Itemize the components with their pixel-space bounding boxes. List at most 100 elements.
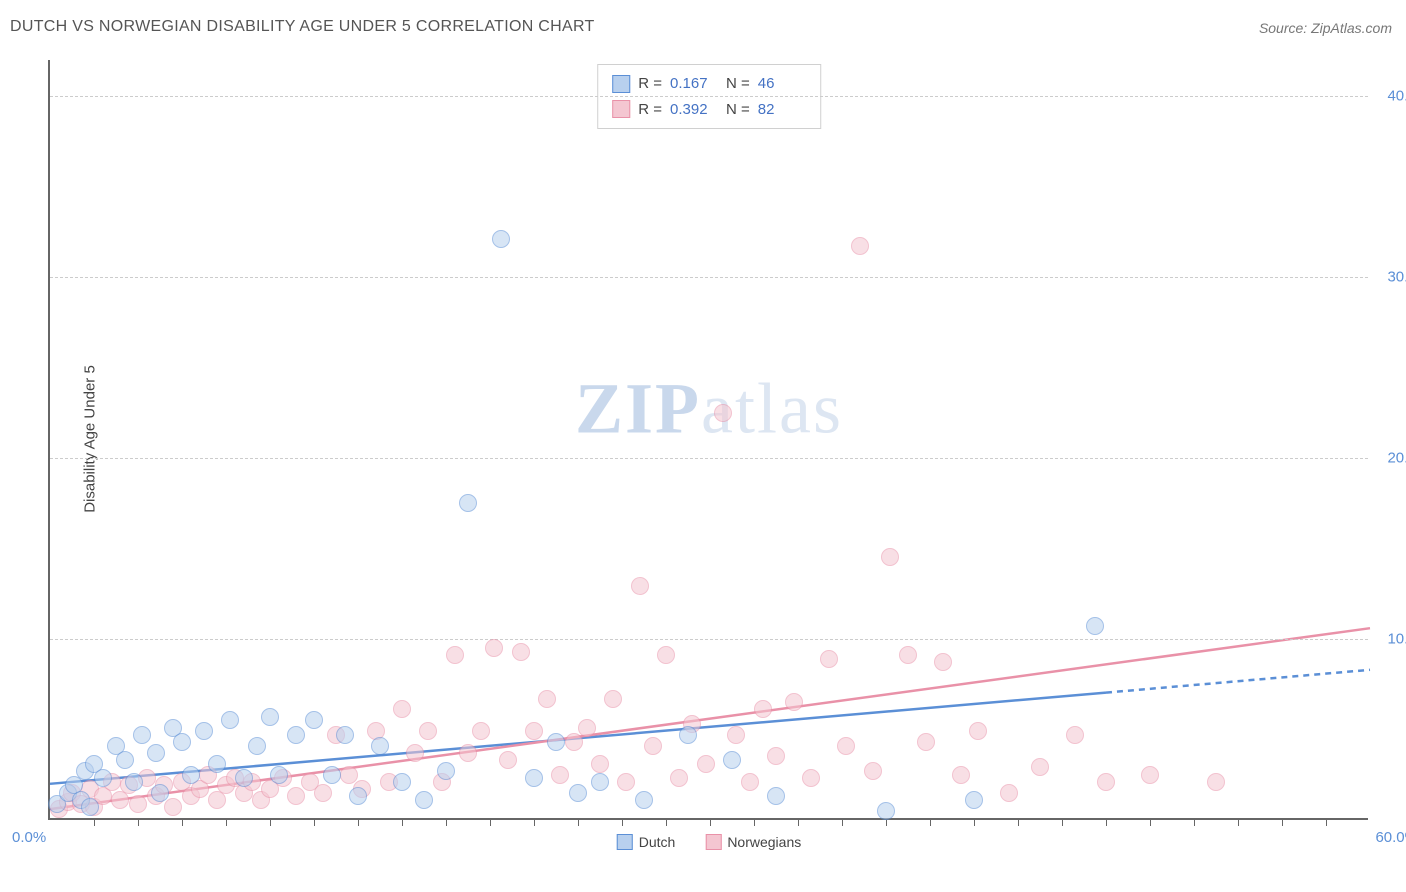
norwegian-point <box>512 643 530 661</box>
norwegian-point <box>525 722 543 740</box>
dutch-point <box>125 773 143 791</box>
norwegian-point <box>472 722 490 740</box>
norwegian-point <box>538 690 556 708</box>
norwegian-point <box>631 577 649 595</box>
norwegian-point <box>1207 773 1225 791</box>
norwegian-point <box>934 653 952 671</box>
norwegian-point <box>785 693 803 711</box>
legend-swatch-dutch <box>617 834 633 850</box>
dutch-point <box>965 791 983 809</box>
x-minor-tick <box>534 818 535 826</box>
dutch-point <box>94 769 112 787</box>
norwegian-point <box>952 766 970 784</box>
norwegian-point <box>864 762 882 780</box>
norwegian-point <box>741 773 759 791</box>
x-minor-tick <box>666 818 667 826</box>
x-minor-tick <box>578 818 579 826</box>
dutch-point <box>459 494 477 512</box>
norwegian-point <box>499 751 517 769</box>
norwegian-point <box>129 795 147 813</box>
watermark: ZIPatlas <box>575 367 843 450</box>
dutch-point <box>248 737 266 755</box>
norwegian-point <box>697 755 715 773</box>
norwegian-point <box>406 744 424 762</box>
dutch-point <box>415 791 433 809</box>
stats-row-dutch: R = 0.167 N = 46 <box>612 71 806 97</box>
x-minor-tick <box>1150 818 1151 826</box>
legend-label-norwegian: Norwegians <box>727 834 801 850</box>
norwegian-point <box>314 784 332 802</box>
dutch-point <box>349 787 367 805</box>
dutch-point <box>336 726 354 744</box>
norwegian-point <box>578 719 596 737</box>
legend-item-dutch: Dutch <box>617 834 676 850</box>
x-minor-tick <box>402 818 403 826</box>
x-minor-tick <box>1194 818 1195 826</box>
x-minor-tick <box>1018 818 1019 826</box>
dutch-point <box>1086 617 1104 635</box>
norwegian-point <box>881 548 899 566</box>
norwegian-point <box>1031 758 1049 776</box>
y-axis-label: Disability Age Under 5 <box>81 365 98 513</box>
x-minor-tick <box>358 818 359 826</box>
dutch-point <box>437 762 455 780</box>
norwegian-point <box>754 700 772 718</box>
watermark-bold: ZIP <box>575 368 701 448</box>
norwegian-point <box>459 744 477 762</box>
y-tick-label: 30.0% <box>1387 269 1406 286</box>
norwegian-point <box>767 747 785 765</box>
dutch-point <box>261 708 279 726</box>
x-minor-tick <box>446 818 447 826</box>
x-minor-tick <box>622 818 623 826</box>
x-end-tick: 60.0% <box>1375 829 1406 846</box>
n-label: N = <box>726 97 750 123</box>
dutch-point <box>877 802 895 820</box>
dutch-point <box>767 787 785 805</box>
norwegian-point <box>969 722 987 740</box>
norwegian-point <box>551 766 569 784</box>
dutch-point <box>371 737 389 755</box>
dutch-point <box>270 766 288 784</box>
dutch-point <box>208 755 226 773</box>
dutch-point <box>195 722 213 740</box>
trend-lines <box>50 60 1368 818</box>
x-minor-tick <box>754 818 755 826</box>
y-tick-label: 40.0% <box>1387 88 1406 105</box>
x-minor-tick <box>270 818 271 826</box>
dutch-point <box>287 726 305 744</box>
norwegian-point <box>820 650 838 668</box>
norwegian-point <box>164 798 182 816</box>
norwegian-point <box>617 773 635 791</box>
dutch-point <box>525 769 543 787</box>
x-minor-tick <box>1326 818 1327 826</box>
stats-row-norwegian: R = 0.392 N = 82 <box>612 97 806 123</box>
norwegian-point <box>899 646 917 664</box>
source-attribution: Source: ZipAtlas.com <box>1259 20 1392 36</box>
norwegian-point <box>727 726 745 744</box>
r-label: R = <box>638 71 662 97</box>
norwegian-point <box>485 639 503 657</box>
x-minor-tick <box>314 818 315 826</box>
r-value-dutch: 0.167 <box>670 71 718 97</box>
x-minor-tick <box>798 818 799 826</box>
x-minor-tick <box>710 818 711 826</box>
dutch-point <box>221 711 239 729</box>
norwegian-point <box>591 755 609 773</box>
x-minor-tick <box>1238 818 1239 826</box>
norwegian-point <box>851 237 869 255</box>
dutch-point <box>591 773 609 791</box>
dutch-point <box>133 726 151 744</box>
n-value-norwegian: 82 <box>758 97 806 123</box>
gridline <box>50 96 1368 97</box>
dutch-point <box>173 733 191 751</box>
gridline <box>50 458 1368 459</box>
swatch-dutch <box>612 75 630 93</box>
legend-label-dutch: Dutch <box>639 834 676 850</box>
x-minor-tick <box>182 818 183 826</box>
dutch-point <box>635 791 653 809</box>
y-tick-label: 20.0% <box>1387 450 1406 467</box>
y-tick-label: 10.0% <box>1387 631 1406 648</box>
norwegian-point <box>393 700 411 718</box>
x-minor-tick <box>94 818 95 826</box>
dutch-point <box>323 766 341 784</box>
